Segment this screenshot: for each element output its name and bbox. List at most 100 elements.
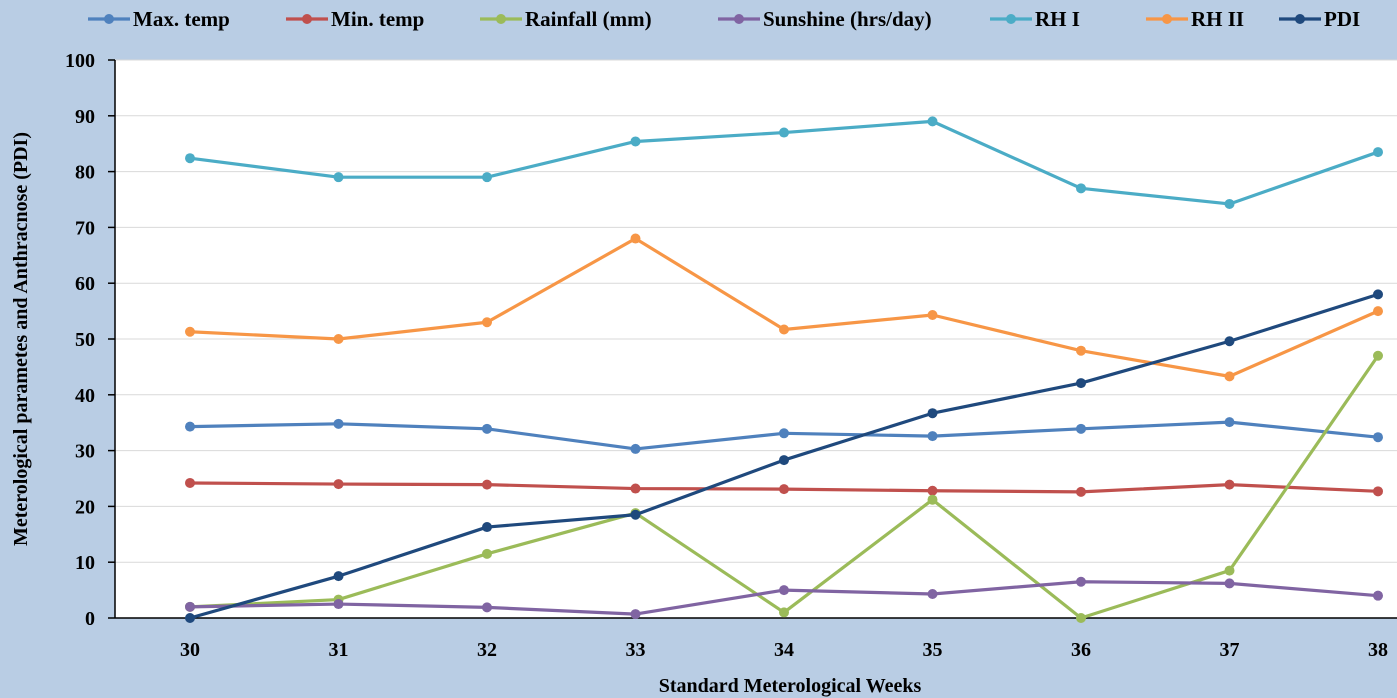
data-point (482, 602, 492, 613)
data-point (779, 484, 789, 495)
legend-item-max-temp: Max. temp (88, 7, 230, 31)
data-point (1076, 378, 1086, 389)
x-axis-title: Standard Meterological Weeks (659, 675, 922, 697)
data-point (333, 599, 344, 610)
x-tick-label: 35 (923, 639, 943, 661)
data-point (1076, 423, 1086, 434)
x-tick-label: 31 (329, 639, 349, 661)
legend-swatch-marker (1162, 14, 1172, 24)
data-point (927, 494, 938, 505)
legend-label: PDI (1324, 7, 1360, 31)
data-point (927, 485, 938, 496)
y-tick-label: 30 (75, 441, 95, 463)
data-point (185, 477, 195, 488)
y-tick-label: 80 (75, 162, 95, 184)
gridlines (115, 59, 1397, 563)
legend-label: Min. temp (331, 7, 424, 31)
series-rh-ii (185, 233, 1383, 382)
data-point (333, 571, 344, 582)
data-point (482, 479, 492, 490)
data-point (185, 326, 195, 337)
legend-swatch-marker (734, 14, 744, 24)
y-tick-label: 60 (75, 273, 95, 295)
legend-swatch-marker (104, 14, 114, 24)
data-point (333, 172, 344, 183)
data-point (779, 428, 789, 439)
data-point (1076, 576, 1086, 587)
y-tick-label: 100 (65, 50, 95, 72)
data-point (333, 479, 344, 490)
legend-swatch-marker (1295, 14, 1305, 24)
legend-swatch-marker (302, 14, 312, 24)
data-point (779, 585, 789, 596)
data-point (1373, 350, 1383, 361)
y-tick-label: 70 (75, 217, 95, 239)
data-point (1224, 336, 1235, 347)
data-point (1076, 183, 1086, 194)
x-tick-label: 36 (1071, 639, 1091, 661)
data-point (779, 127, 789, 138)
data-point (185, 601, 195, 612)
x-tick-labels: 30 31 32 33 34 35 36 37 38 (180, 639, 1388, 661)
data-point (185, 153, 195, 164)
data-point (1224, 371, 1235, 382)
legend-label: Rainfall (mm) (525, 7, 652, 31)
data-point (927, 431, 938, 442)
series-max-temp (185, 417, 1383, 454)
data-point (1076, 613, 1086, 623)
x-tick-label: 33 (626, 639, 646, 661)
data-point (185, 421, 195, 432)
x-tick-label: 30 (180, 639, 200, 661)
y-axis-title: Meterological parametes and Anthracnose … (10, 132, 32, 546)
legend-label: RH II (1191, 7, 1244, 31)
y-tick-labels: 0 10 20 30 40 50 60 70 80 90 100 (65, 50, 115, 630)
legend-item-rh-ii: RH II (1146, 7, 1244, 31)
y-tick-label: 40 (75, 385, 95, 407)
data-point (927, 589, 938, 600)
data-point (185, 613, 195, 623)
x-tick-label: 37 (1220, 639, 1240, 661)
data-point (1224, 565, 1235, 576)
data-point (1076, 345, 1086, 356)
data-point (482, 548, 492, 559)
data-point (630, 609, 641, 620)
data-point (1373, 590, 1383, 601)
data-point (1373, 289, 1383, 300)
y-tick-label: 10 (75, 552, 95, 574)
data-point (927, 116, 938, 127)
data-point (333, 418, 344, 429)
data-point (482, 423, 492, 434)
y-tick-label: 20 (75, 496, 95, 518)
series-sunshine-hrs-day (185, 576, 1383, 620)
data-point (779, 607, 789, 618)
legend: Max. temp Min. temp Rainfall (mm) Sunshine … (88, 7, 1360, 31)
data-point (1224, 198, 1235, 209)
legend-item-pdi: PDI (1279, 7, 1360, 31)
data-point (1224, 578, 1235, 589)
data-point (1373, 306, 1383, 317)
legend-swatch-marker (1006, 14, 1016, 24)
legend-label: Max. temp (133, 7, 230, 31)
data-point (630, 483, 641, 494)
data-point (1224, 479, 1235, 490)
data-point (1373, 486, 1383, 497)
data-point (333, 334, 344, 344)
data-point (779, 455, 789, 466)
legend-label: Sunshine (hrs/day) (763, 7, 932, 31)
series-min-temp (185, 477, 1383, 497)
data-point (630, 443, 641, 454)
data-point (1373, 432, 1383, 443)
data-point (779, 324, 789, 335)
data-point (1224, 417, 1235, 428)
legend-item-rh-i: RH I (990, 7, 1080, 31)
legend-item-min-temp: Min. temp (286, 7, 424, 31)
data-point (630, 509, 641, 520)
legend-swatch-marker (496, 14, 506, 24)
data-point (1373, 147, 1383, 158)
data-point (630, 136, 641, 147)
series-group (185, 116, 1383, 623)
x-tick-label: 38 (1368, 639, 1388, 661)
legend-label: RH I (1035, 7, 1080, 31)
series-rh-i (185, 116, 1383, 209)
